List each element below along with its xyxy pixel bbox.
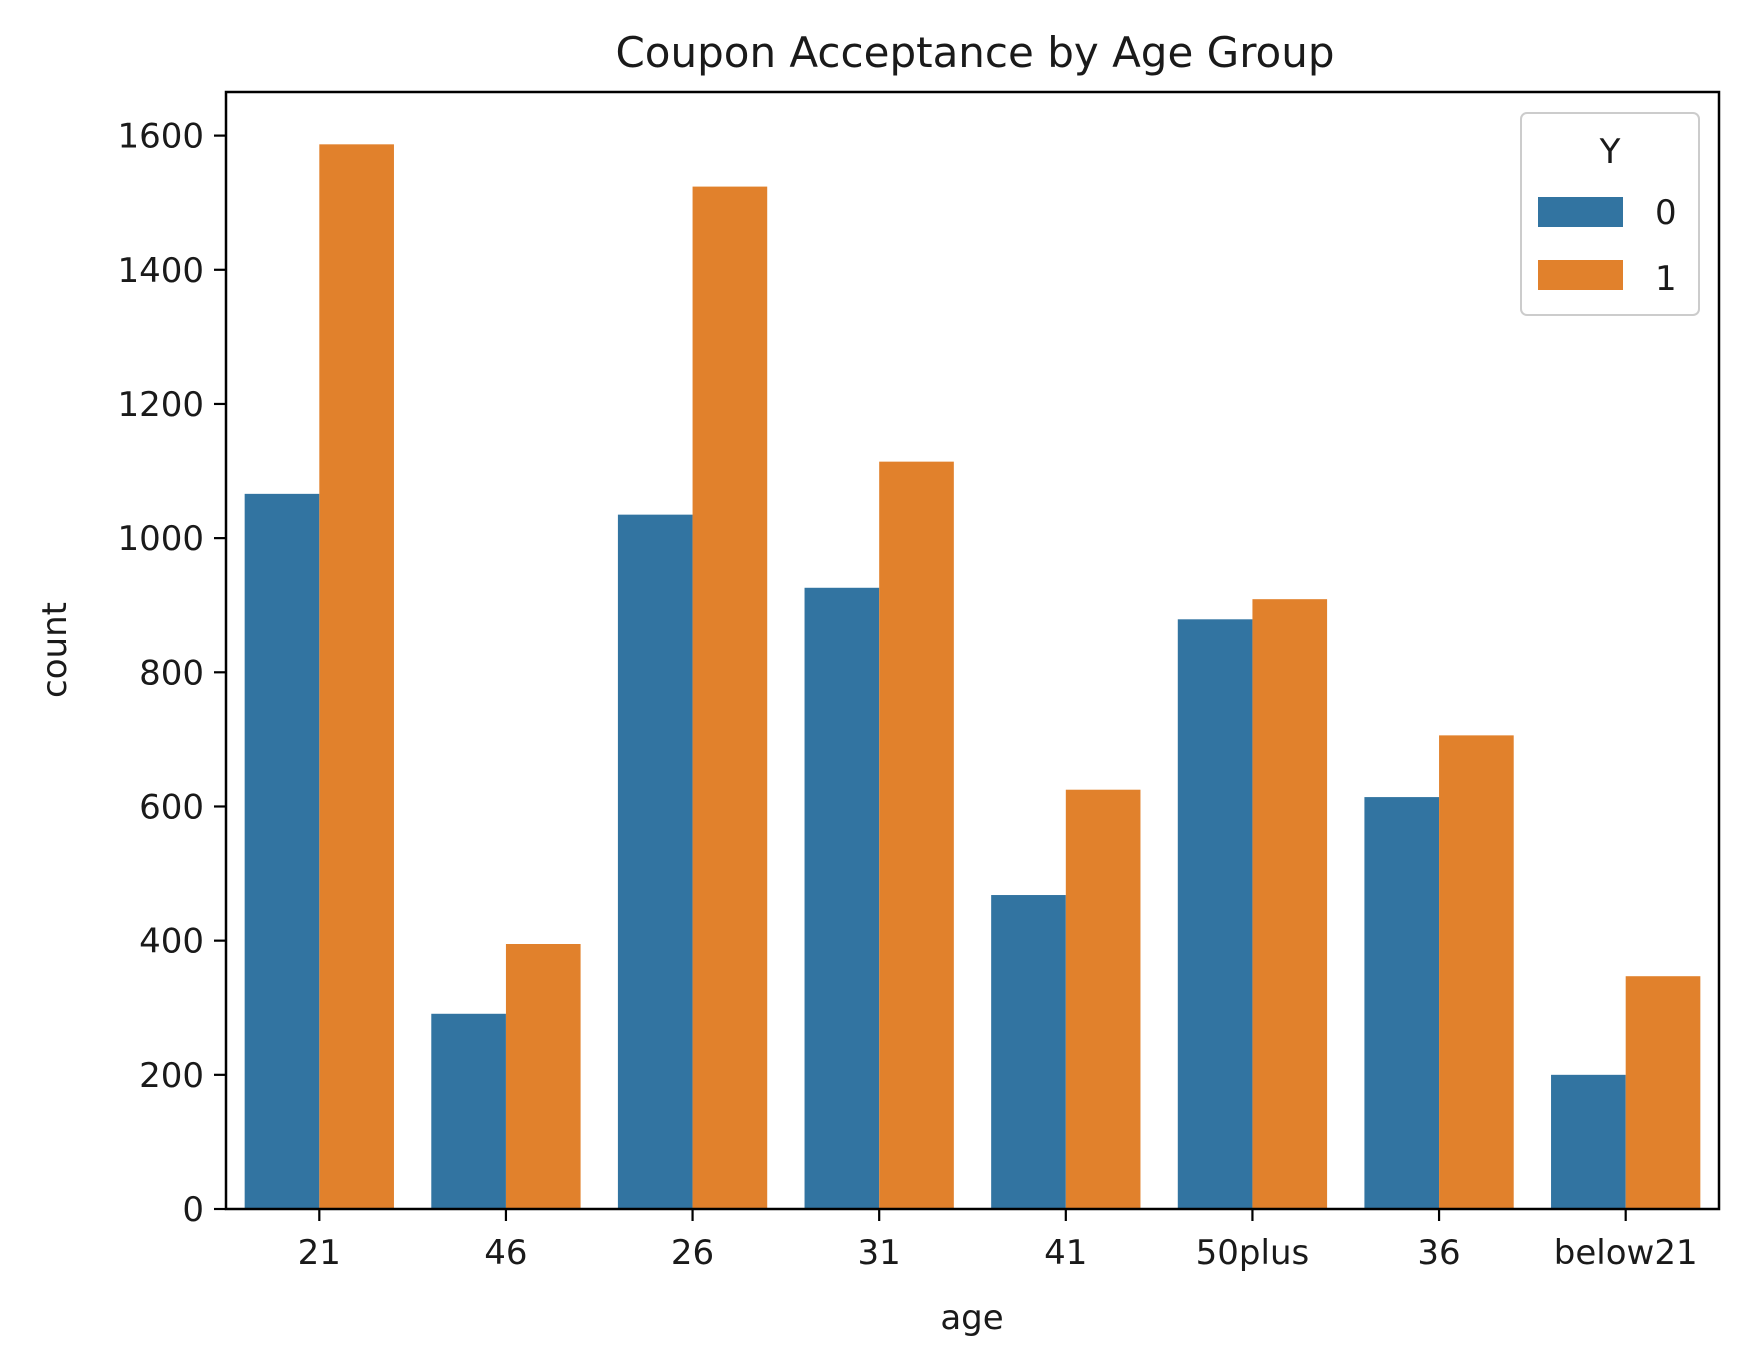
bar-21-series-1 — [319, 144, 394, 1210]
bar-36-series-0 — [1364, 797, 1440, 1209]
legend-label-1: 1 — [1655, 259, 1677, 299]
x-axis: 21 46 26 31 41 50plus 36 below21 — [298, 1209, 1698, 1273]
y-tick-label: 1600 — [117, 117, 204, 157]
x-tick-label: 21 — [298, 1233, 341, 1273]
y-tick-label: 200 — [139, 1056, 204, 1096]
bar-41-series-0 — [991, 895, 1066, 1209]
bar-41-series-1 — [1065, 789, 1141, 1209]
y-tick-label: 1000 — [117, 519, 204, 559]
legend-label-0: 0 — [1655, 193, 1677, 233]
x-tick-label: 31 — [858, 1233, 901, 1273]
legend-title: Y — [1599, 132, 1621, 172]
x-tick-label: 41 — [1044, 1233, 1087, 1273]
bar-50plus-series-0 — [1177, 619, 1253, 1209]
bar-46-series-1 — [505, 944, 581, 1209]
y-tick-label: 0 — [182, 1190, 204, 1230]
bar-36-series-1 — [1439, 735, 1514, 1209]
bar-26-series-1 — [692, 186, 768, 1210]
legend: Y 0 1 — [1520, 112, 1700, 316]
bar-46-series-0 — [431, 1013, 506, 1209]
y-tick-label: 400 — [139, 922, 204, 962]
bar-31-series-1 — [879, 461, 954, 1209]
y-tick-label: 800 — [139, 653, 204, 693]
bar-21-series-0 — [244, 493, 320, 1209]
bar-26-series-0 — [617, 514, 693, 1209]
y-axis: 0 200 400 600 800 1000 1200 1400 1600 — [117, 117, 226, 1230]
x-axis-label: age — [940, 1298, 1003, 1338]
x-tick-label: 46 — [484, 1233, 527, 1273]
x-tick-label: below21 — [1554, 1233, 1698, 1273]
y-tick-label: 1400 — [117, 251, 204, 291]
bar-below21-series-0 — [1551, 1074, 1626, 1209]
legend-swatch-0 — [1538, 197, 1623, 227]
x-tick-label: 50plus — [1196, 1233, 1310, 1273]
y-tick-label: 1200 — [117, 385, 204, 425]
x-tick-label: 36 — [1417, 1233, 1460, 1273]
y-tick-label: 600 — [139, 787, 204, 827]
bar-31-series-0 — [804, 587, 880, 1209]
bars-group — [244, 144, 1701, 1210]
legend-swatch-1 — [1538, 260, 1623, 290]
bar-below21-series-1 — [1625, 976, 1701, 1209]
chart-title: Coupon Acceptance by Age Group — [615, 28, 1334, 77]
bar-50plus-series-1 — [1252, 599, 1328, 1209]
x-tick-label: 26 — [671, 1233, 714, 1273]
y-axis-label: count — [35, 602, 75, 698]
plot-frame — [224, 90, 1721, 1211]
